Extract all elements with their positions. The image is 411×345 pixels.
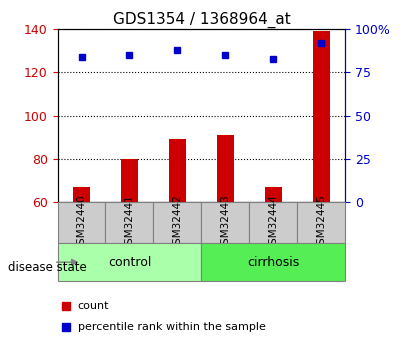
Bar (313, 31, 330, 202)
Text: GSM32440: GSM32440 (76, 194, 86, 251)
Bar (58, 243, 201, 281)
Text: percentile rank within the sample: percentile rank within the sample (78, 322, 266, 332)
Text: GSM32445: GSM32445 (316, 194, 326, 251)
Text: disease state: disease state (8, 261, 87, 274)
Bar (169, 139, 186, 202)
Text: control: control (108, 256, 151, 269)
Bar (201, 202, 249, 243)
Title: GDS1354 / 1368964_at: GDS1354 / 1368964_at (113, 12, 290, 28)
Bar (153, 202, 201, 243)
Bar (217, 135, 234, 202)
Text: GSM32442: GSM32442 (173, 194, 182, 251)
Text: count: count (78, 301, 109, 311)
Bar (121, 159, 138, 202)
Bar (265, 187, 282, 202)
Bar (58, 202, 106, 243)
Text: cirrhosis: cirrhosis (247, 256, 300, 269)
Text: GSM32443: GSM32443 (220, 194, 230, 251)
Text: GSM32441: GSM32441 (125, 194, 134, 251)
Bar (249, 202, 297, 243)
Bar (201, 243, 345, 281)
Bar (73, 187, 90, 202)
Bar (297, 202, 345, 243)
Text: GSM32444: GSM32444 (268, 194, 278, 251)
Bar (106, 202, 153, 243)
